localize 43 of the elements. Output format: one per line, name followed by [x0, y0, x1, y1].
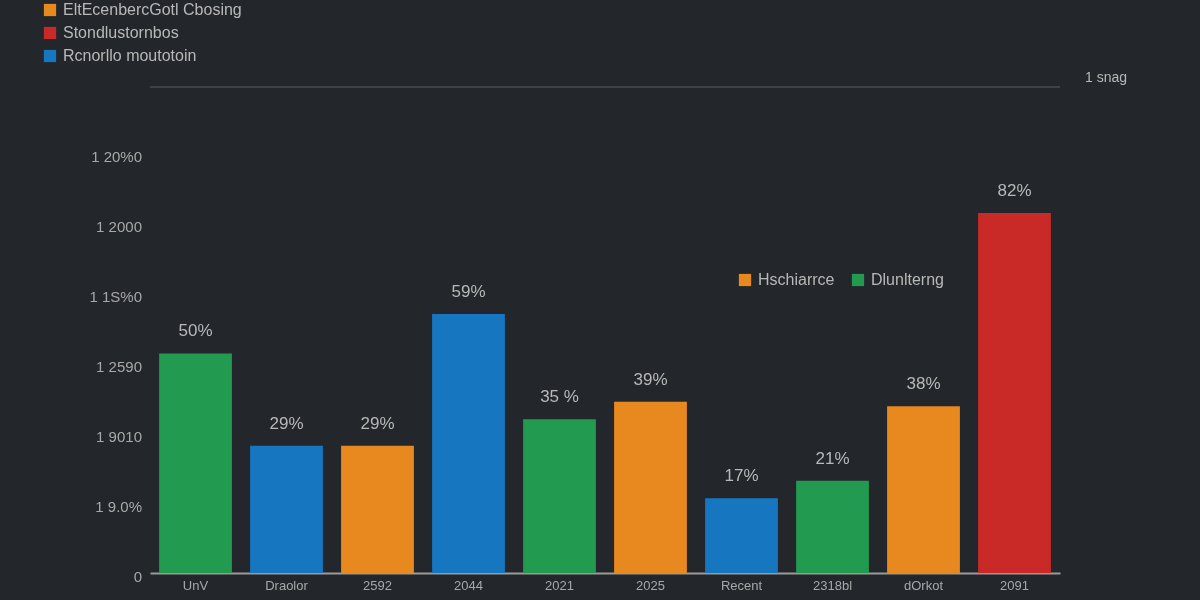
bar — [796, 480, 869, 573]
bar — [978, 213, 1051, 573]
x-tick-label: Recent — [720, 577, 763, 593]
data-label: 29% — [269, 413, 304, 433]
x-tick-label: dOrkot — [903, 577, 944, 593]
data-label: 50% — [178, 321, 213, 341]
bar — [614, 401, 687, 573]
text: 1 2590 — [96, 358, 142, 375]
data-label: 82% — [997, 181, 1032, 200]
bar — [705, 498, 778, 573]
x-tick-label: 2044 — [454, 577, 483, 593]
x-tick-label: 2025 — [636, 577, 665, 593]
bar — [159, 353, 232, 573]
bar — [432, 313, 505, 573]
data-label: 39% — [633, 369, 668, 389]
bar — [887, 406, 960, 573]
x-tick-label: 2091 — [1000, 577, 1029, 593]
legend-label: Rcnorllo moutotoin — [63, 47, 197, 64]
x-tick-label: 2021 — [545, 577, 574, 593]
text: 1 2000 — [96, 218, 142, 235]
x-tick-label: Draolor — [265, 577, 309, 593]
legend-label: Stondlustornbos — [63, 24, 179, 41]
text: 1 20%0 — [91, 148, 142, 165]
x-tick-label: 2592 — [363, 577, 392, 593]
text: 0 — [133, 568, 142, 585]
legend-label: EltEcenbercGotl Cbosing — [63, 1, 242, 18]
bar — [523, 419, 596, 573]
x-tick-label: UnV — [182, 577, 209, 593]
text: 1 1S%0 — [89, 288, 142, 305]
text: 1 9.0% — [95, 498, 142, 515]
bar — [250, 445, 323, 573]
x-tick-label: 2318bl — [812, 577, 853, 593]
text: 1 9010 — [96, 428, 142, 445]
data-label: 59% — [451, 281, 486, 301]
data-label: 35 % — [540, 387, 579, 407]
data-label: 21% — [815, 448, 850, 468]
data-label: 17% — [724, 466, 759, 486]
data-label: 38% — [906, 374, 941, 394]
bar — [341, 445, 414, 573]
text: 1 snag — [1085, 69, 1128, 85]
legend-label: Dlunlterng — [871, 271, 944, 288]
legend-label: Hschiarrce — [758, 271, 835, 288]
data-label: 29% — [360, 413, 395, 433]
